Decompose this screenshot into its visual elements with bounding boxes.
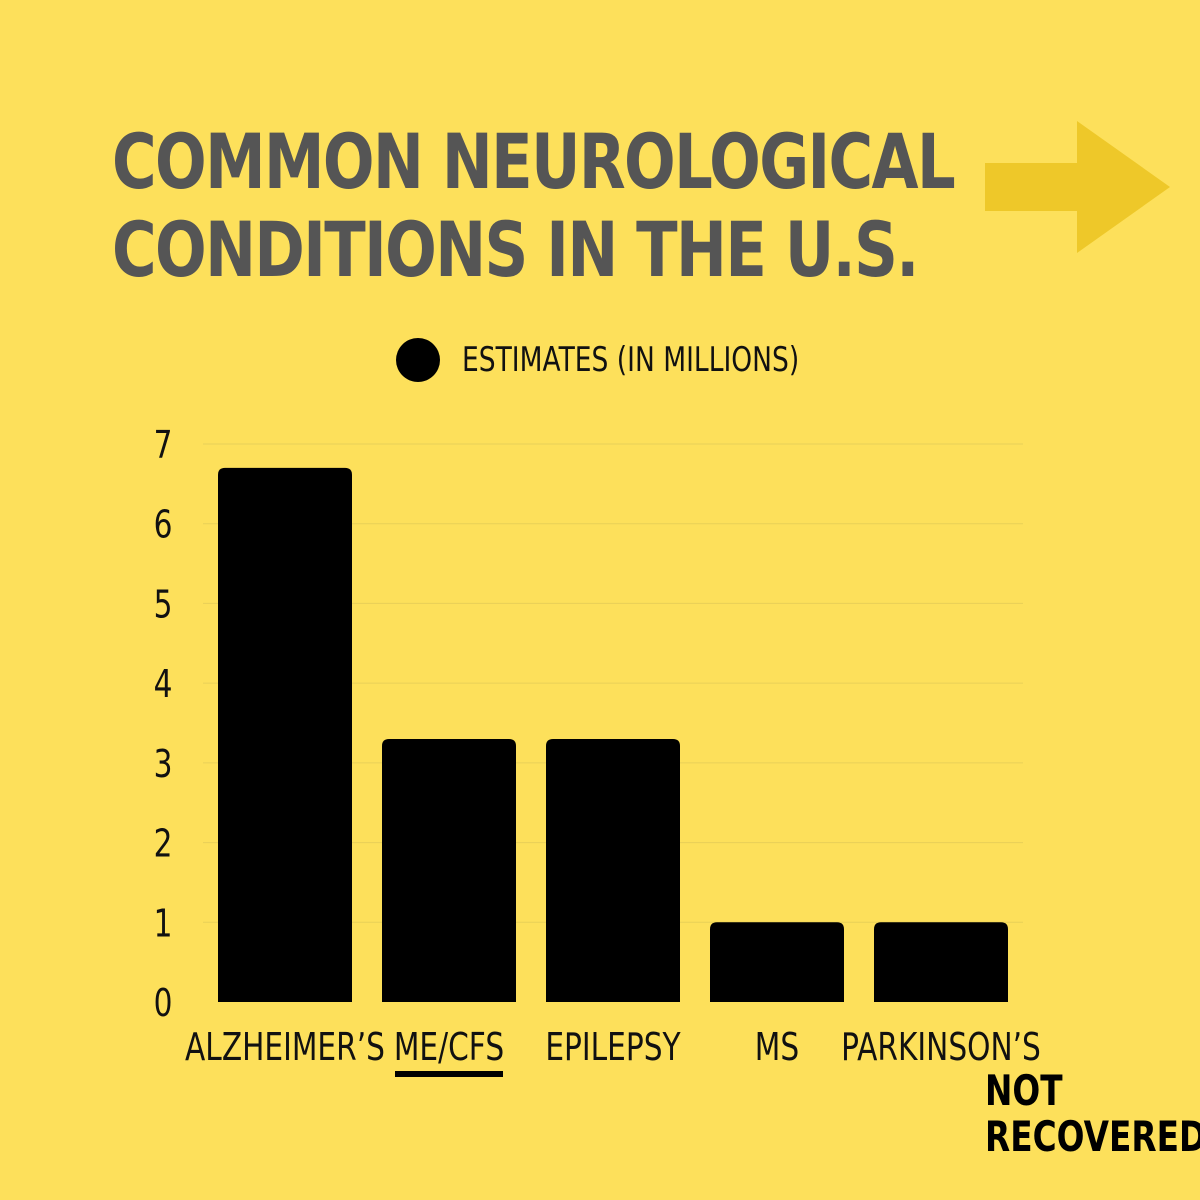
- highlight-underline: [395, 1071, 503, 1077]
- bar: [218, 467, 352, 1002]
- x-tick-label: ALZHEIMER’S: [185, 1025, 385, 1070]
- y-tick-label: 4: [154, 663, 173, 708]
- chart-legend: ESTIMATES (IN MILLIONS): [396, 338, 894, 382]
- chart-title-line-2: CONDITIONS IN THE U.S.: [112, 205, 919, 294]
- y-tick-label: 1: [154, 902, 173, 947]
- legend-marker: [396, 338, 440, 382]
- y-tick-label: 6: [154, 503, 173, 548]
- bar: [546, 738, 680, 1002]
- legend-label: ESTIMATES (IN MILLIONS): [462, 340, 800, 380]
- bar: [874, 922, 1008, 1002]
- y-tick-label: 2: [154, 822, 173, 867]
- brand-line-1: NOT: [985, 1066, 1063, 1115]
- right-arrow-icon[interactable]: [0, 0, 1200, 260]
- x-tick-label: ME/CFS: [394, 1025, 504, 1070]
- brand-logo: NOT RECOVERED: [985, 1068, 1200, 1160]
- brand-line-2: RECOVERED: [985, 1112, 1200, 1161]
- bar: [710, 922, 844, 1002]
- chart-title: COMMON NEUROLOGICAL CONDITIONS IN THE U.…: [112, 117, 956, 294]
- y-tick-label: 0: [154, 981, 173, 1026]
- y-tick-label: 7: [154, 423, 173, 468]
- x-tick-label: MS: [755, 1025, 799, 1070]
- x-tick-label: EPILEPSY: [545, 1025, 680, 1070]
- chart-title-line-1: COMMON NEUROLOGICAL: [112, 117, 956, 206]
- x-tick-label: PARKINSON’S: [841, 1025, 1041, 1070]
- y-tick-label: 5: [154, 583, 173, 628]
- y-tick-label: 3: [154, 742, 173, 787]
- bar: [382, 738, 516, 1002]
